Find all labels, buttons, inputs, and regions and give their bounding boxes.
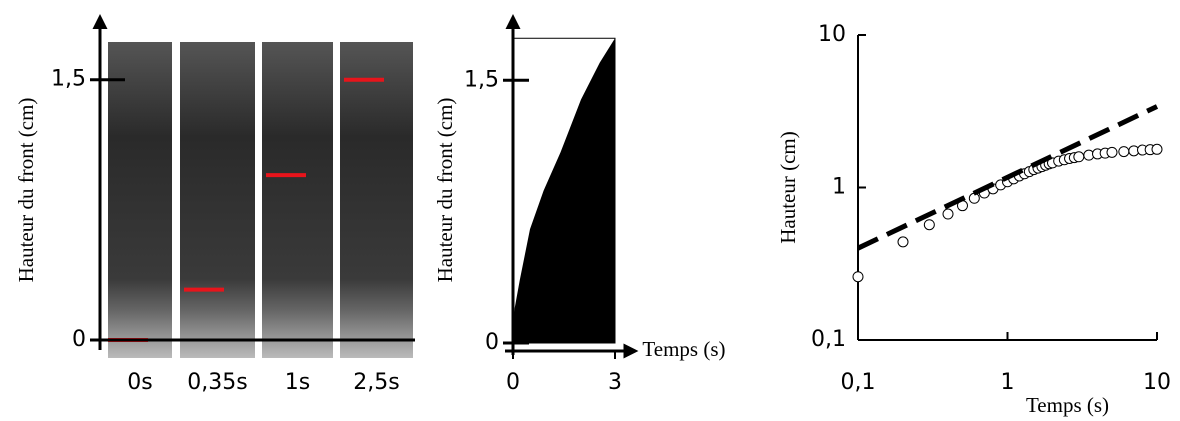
y-tick-label: 0,1 (811, 327, 846, 352)
data-point (942, 208, 954, 220)
y-tick-label: 10 (818, 22, 846, 47)
front-area (513, 38, 615, 344)
y-tick-label: 0 (485, 330, 499, 355)
y-axis-label: Hauteur (cm) (776, 131, 800, 244)
data-point (1073, 151, 1085, 163)
y-tick-label: 0 (72, 327, 86, 352)
photo-strip (108, 42, 172, 358)
photo-strip (340, 42, 413, 358)
data-point (923, 219, 935, 231)
x-tick-label: 1s (285, 370, 310, 395)
x-tick-label: 0,1 (841, 370, 876, 395)
y-tick-label: 1 (832, 175, 846, 200)
data-point (1118, 146, 1130, 158)
data-point (1151, 143, 1163, 155)
x-tick-label: 0 (506, 370, 520, 395)
data-point (852, 271, 864, 283)
x-tick-label: 10 (1143, 370, 1171, 395)
x-tick-label: 0,35s (187, 370, 247, 395)
x-tick-label: 2,5s (353, 370, 399, 395)
y-tick-label: 1,5 (51, 67, 86, 92)
photo-strip (180, 42, 255, 358)
photo-strip (262, 42, 333, 358)
x-axis-label: Temps (s) (642, 337, 725, 361)
x-tick-label: 0s (127, 370, 152, 395)
y-tick-label: 1,5 (464, 67, 499, 92)
fit-line (856, 104, 1159, 251)
x-tick-label: 3 (608, 370, 622, 395)
x-tick-label: 1 (1001, 370, 1015, 395)
data-point (1106, 146, 1118, 158)
y-axis-label: Hauteur du front (cm) (433, 98, 457, 283)
data-point (897, 236, 909, 248)
x-axis-label: Temps (s) (1026, 393, 1109, 417)
y-axis-label: Hauteur du front (cm) (14, 98, 38, 283)
